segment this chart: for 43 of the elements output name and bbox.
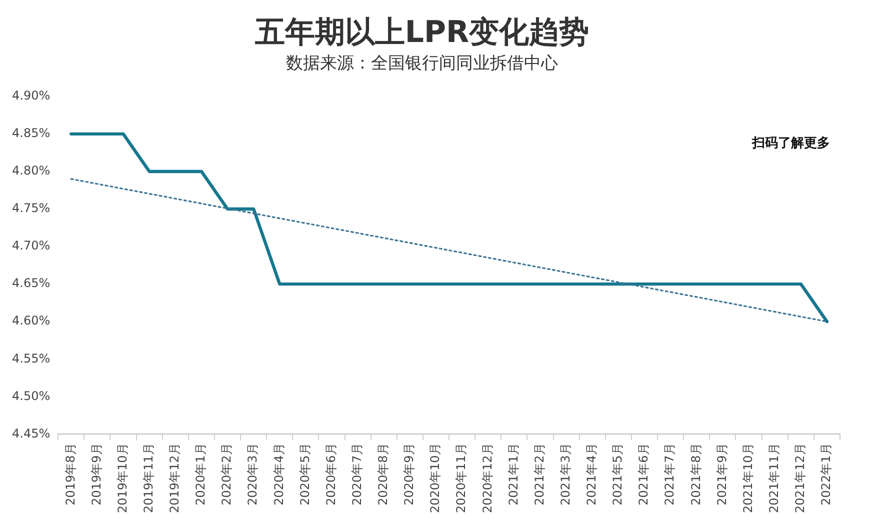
x-tick-label: 2021年1月 xyxy=(506,443,520,506)
x-tick-label: 2020年4月 xyxy=(272,443,286,506)
x-tick-label: 2021年7月 xyxy=(662,443,677,506)
x-tick-label: 2020年6月 xyxy=(324,443,338,506)
x-tick-label: 2020年9月 xyxy=(402,443,416,506)
x-tick-label: 2020年1月 xyxy=(194,443,208,506)
annotation: 扫码了解更多 xyxy=(752,135,830,152)
x-tick-label: 2020年10月 xyxy=(428,443,442,514)
x-tick-label: 2021年9月 xyxy=(714,443,729,506)
y-tick-label: 4.55% xyxy=(12,351,50,366)
x-tick-label: 2019年8月 xyxy=(63,443,78,506)
x-tick-label: 2019年9月 xyxy=(89,443,104,506)
x-tick-label: 2020年3月 xyxy=(246,443,260,506)
y-tick-label: 4.85% xyxy=(12,126,50,140)
x-tick-label: 2021年6月 xyxy=(636,443,651,506)
x-tick-label: 2022年1月 xyxy=(819,443,834,506)
y-tick-label: 4.80% xyxy=(12,164,50,178)
x-tick-label: 2020年5月 xyxy=(298,443,312,506)
x-tick-label: 2021年11月 xyxy=(766,443,781,514)
x-tick-label: 2020年7月 xyxy=(350,443,364,506)
x-tick-label: 2021年12月 xyxy=(793,443,808,514)
x-tick-label: 2020年2月 xyxy=(220,443,234,506)
chart-title: 五年期以上LPR变化趋势 xyxy=(254,14,590,50)
chart-subtitle: 数据来源：全国银行间同业拆借中心 xyxy=(286,54,558,74)
x-tick-label: 2019年12月 xyxy=(168,443,182,514)
x-tick-label: 2019年11月 xyxy=(141,443,156,514)
y-tick-label: 4.75% xyxy=(12,201,50,216)
x-tick-label: 2020年8月 xyxy=(376,443,390,506)
x-tick-label: 2020年11月 xyxy=(454,443,468,514)
y-tick-label: 4.50% xyxy=(12,388,50,403)
y-tick-label: 4.45% xyxy=(12,426,50,440)
y-tick-label: 4.90% xyxy=(12,88,50,103)
y-tick-label: 4.65% xyxy=(12,276,50,290)
x-tick-label: 2021年2月 xyxy=(532,443,546,506)
x-tick-label: 2019年10月 xyxy=(115,443,130,514)
x-tick-label: 2021年4月 xyxy=(584,443,599,506)
x-tick-label: 2021年5月 xyxy=(610,443,625,506)
x-tick-label: 2021年8月 xyxy=(688,443,703,506)
x-tick-label: 2021年3月 xyxy=(558,443,572,506)
x-tick-label: 2021年10月 xyxy=(740,443,755,514)
y-tick-label: 4.60% xyxy=(12,314,50,328)
y-tick-label: 4.70% xyxy=(12,238,50,253)
x-tick-label: 2020年12月 xyxy=(480,443,494,514)
